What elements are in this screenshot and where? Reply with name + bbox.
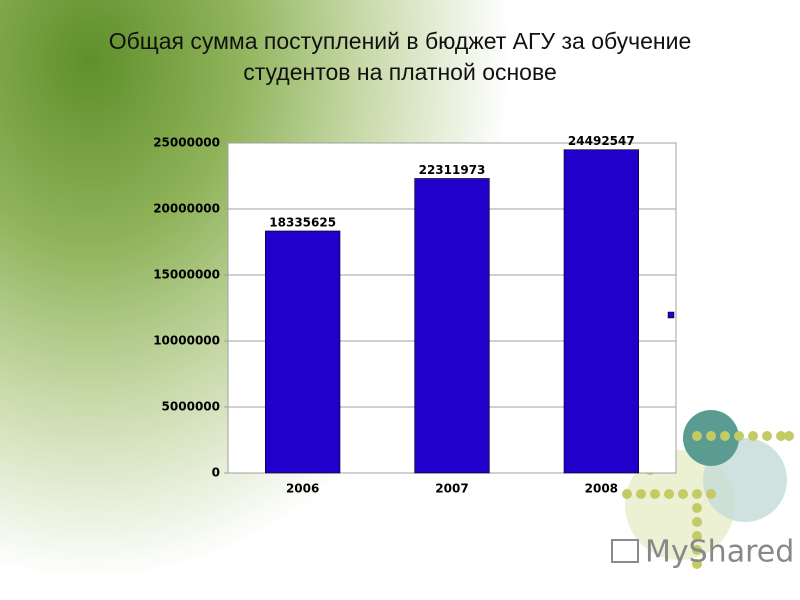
y-tick-label: 25000000 [153,136,220,150]
data-label: 24492547 [568,134,635,148]
y-tick-label: 0 [212,466,220,480]
y-tick-label: 20000000 [153,202,220,216]
y-tick-label: 5000000 [162,400,220,414]
data-label: 18335625 [269,215,336,229]
bar [265,230,341,474]
x-tick-label: 2006 [286,482,319,496]
y-tick-label: 15000000 [153,268,220,282]
logo-icon [611,539,639,563]
chart-title: Общая сумма поступлений в бюджет АГУ за … [108,28,692,85]
data-label: 22311973 [419,163,486,177]
watermark: MyShared [645,535,794,570]
x-tick-label: 2008 [585,482,618,496]
y-tick-label: 10000000 [153,334,220,348]
legend-key [667,311,675,319]
x-tick-label: 2007 [435,482,468,496]
bar [563,149,639,474]
bar [414,178,490,474]
